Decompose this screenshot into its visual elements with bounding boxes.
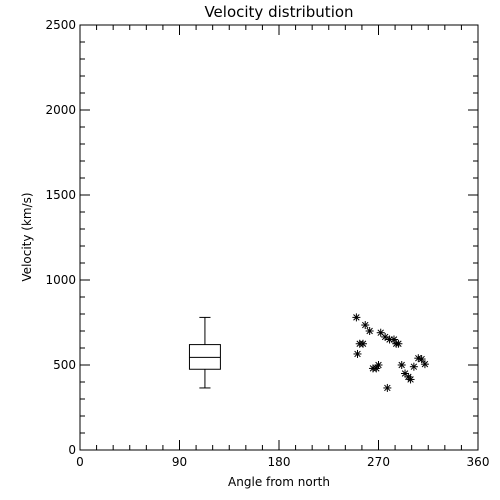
data-point	[361, 321, 370, 330]
x-tick-label: 270	[367, 455, 390, 469]
y-axis-label: Velocity (km/s)	[20, 192, 34, 281]
data-point	[397, 361, 406, 369]
data-point	[381, 332, 390, 341]
y-tick-label: 2500	[45, 18, 76, 32]
data-point	[365, 327, 374, 335]
x-tick-label: 180	[268, 455, 291, 469]
data-point	[417, 355, 426, 364]
x-tick-label: 360	[467, 455, 490, 469]
scatter-points	[352, 313, 429, 392]
data-point	[394, 339, 403, 348]
y-tick-label: 2000	[45, 103, 76, 117]
data-point	[409, 362, 418, 371]
plot-frame	[79, 24, 479, 451]
x-tick-label: 90	[172, 455, 187, 469]
data-point	[406, 375, 415, 384]
data-point	[383, 383, 392, 392]
y-tick-label: 1500	[45, 188, 76, 202]
box-plot	[188, 316, 221, 389]
data-point	[352, 313, 361, 322]
data-point	[353, 349, 362, 358]
data-point	[420, 360, 429, 369]
y-tick-label: 1000	[45, 273, 76, 287]
x-tick-label: 0	[76, 455, 84, 469]
y-tick-label: 500	[53, 358, 76, 372]
y-tick-label: 0	[68, 443, 76, 457]
axes: 0 90 180 270 360 0 500 1000 1500 2000 2500	[45, 18, 489, 469]
data-point	[401, 369, 410, 378]
data-point	[359, 339, 368, 348]
x-axis-label: Angle from north	[228, 475, 330, 489]
data-point	[374, 361, 383, 369]
chart-title: Velocity distribution	[204, 3, 353, 21]
